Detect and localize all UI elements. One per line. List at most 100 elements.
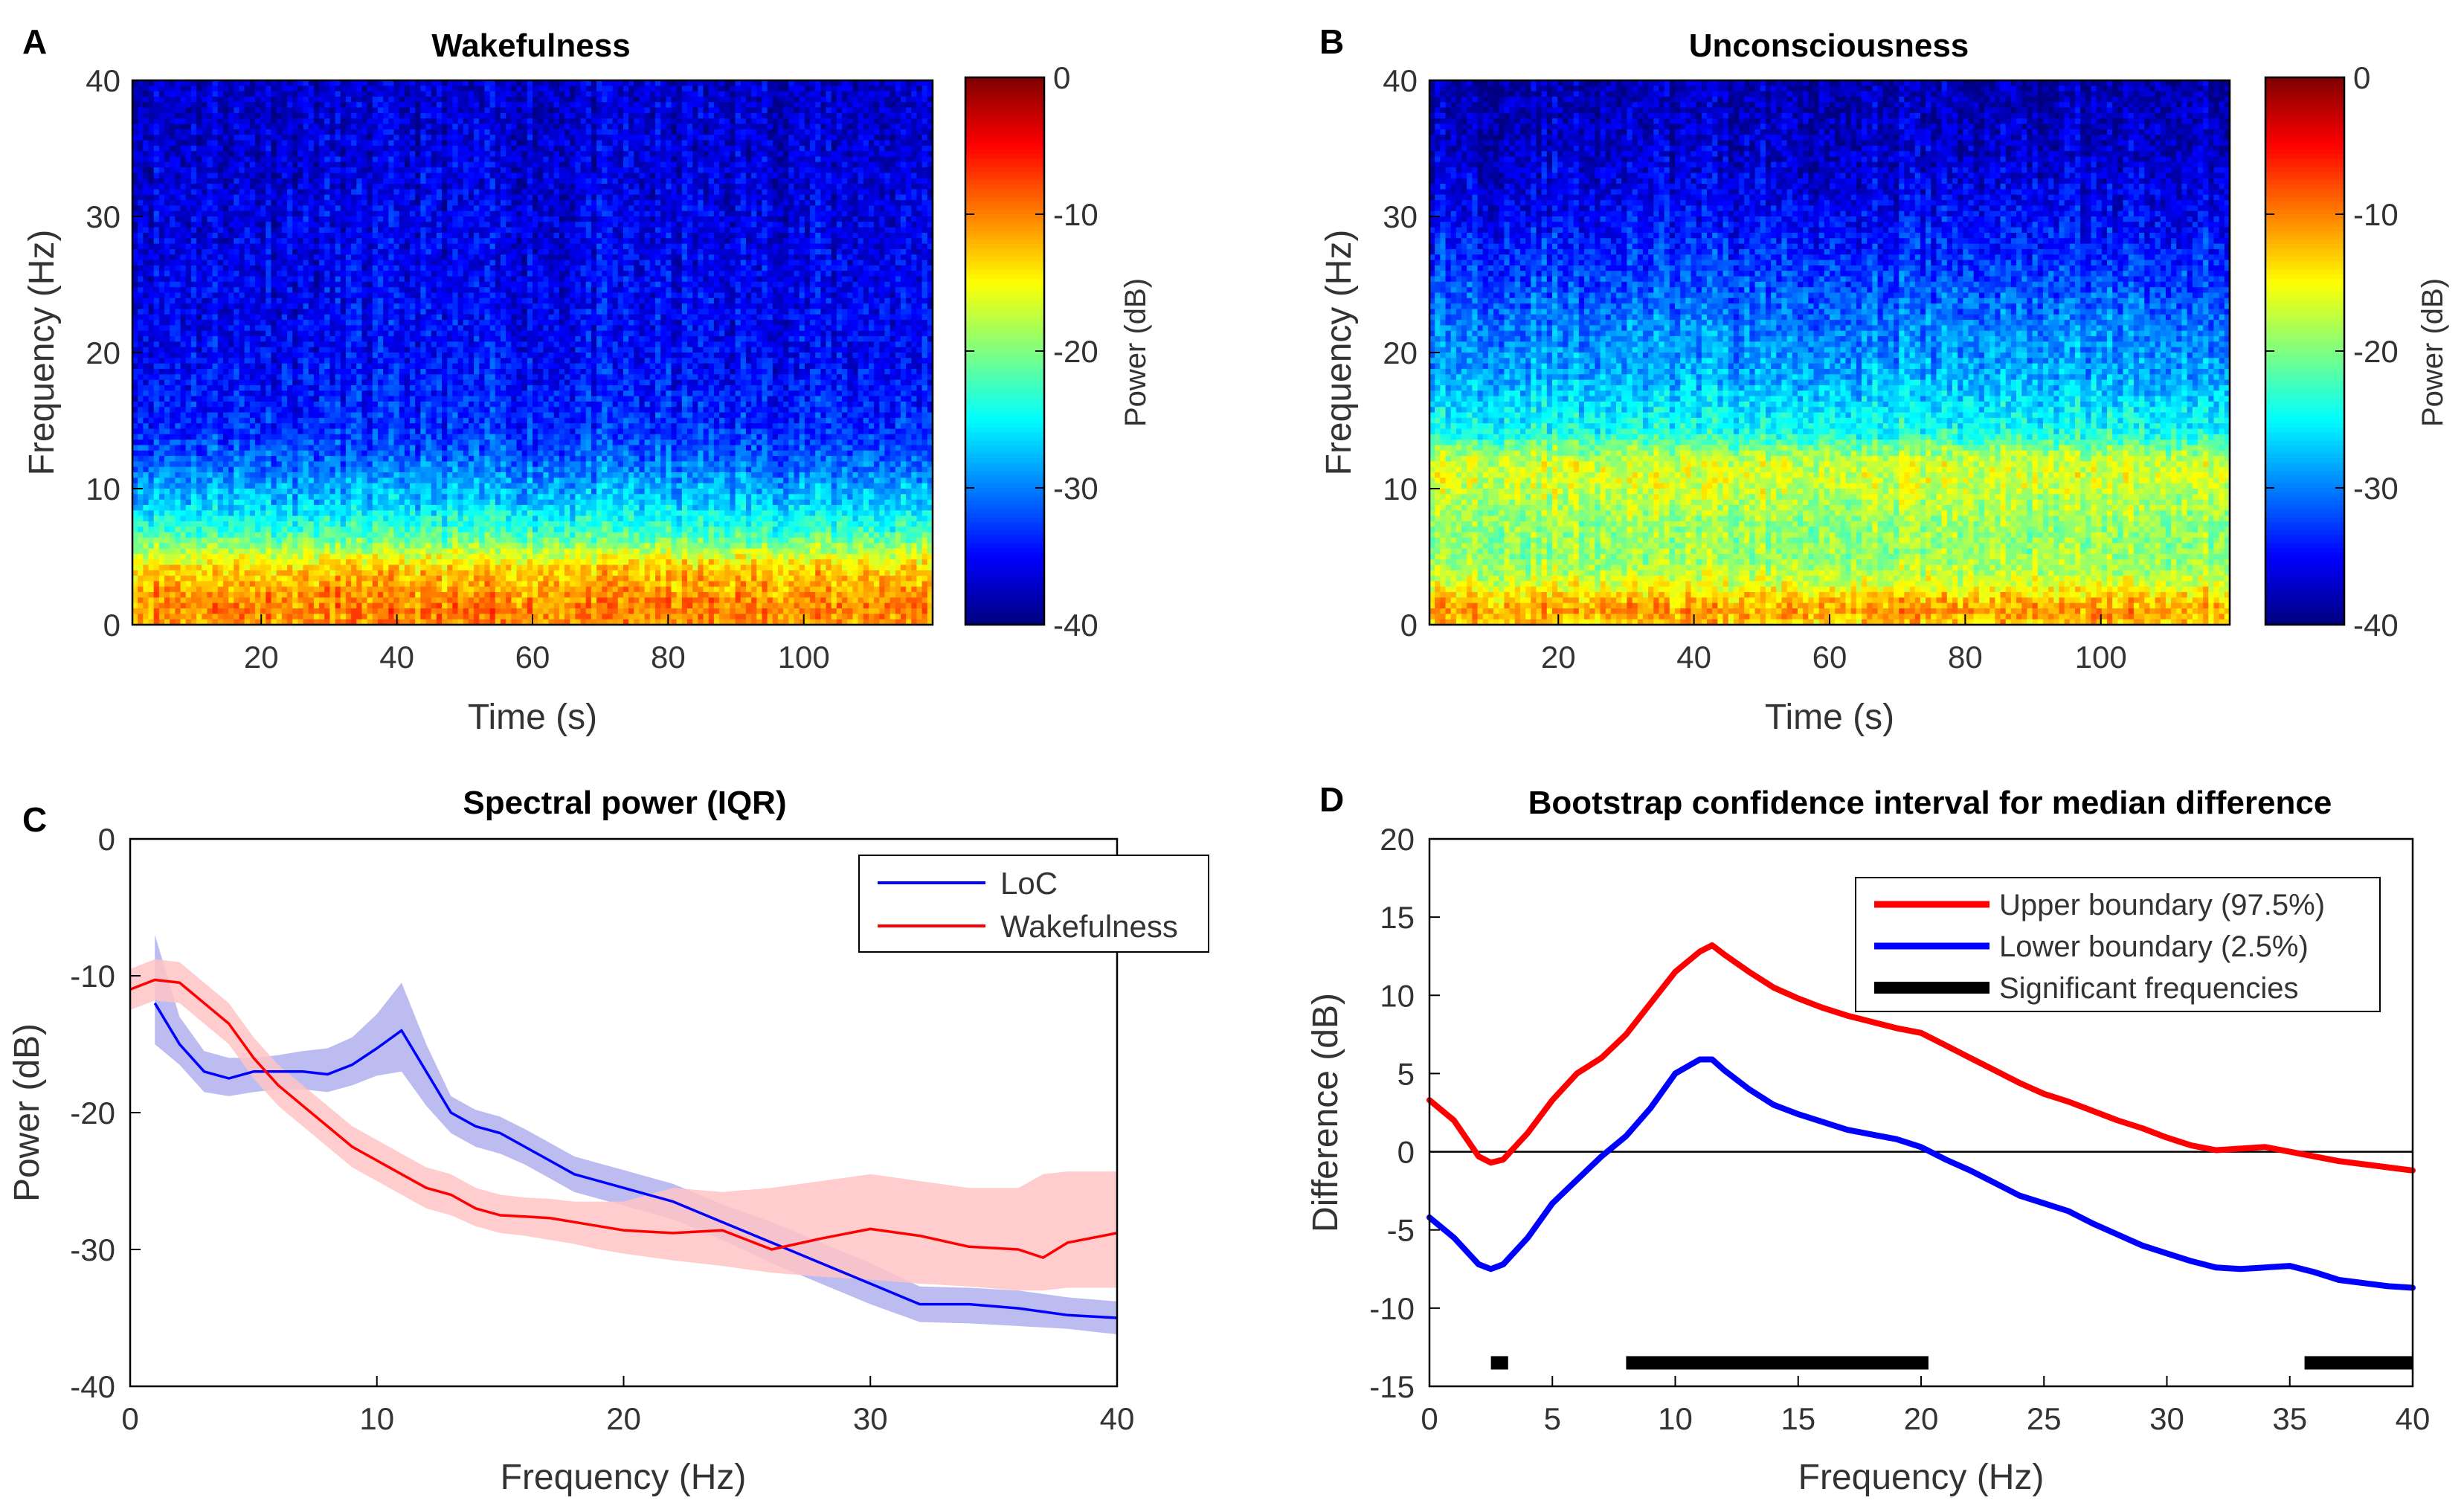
heatmap-cell — [245, 102, 251, 108]
heatmap-cell — [234, 113, 239, 119]
heatmap-cell — [437, 91, 443, 97]
heatmap-cell — [405, 129, 411, 135]
heatmap-cell — [335, 108, 341, 114]
heatmap-cell — [602, 124, 608, 130]
heatmap-cell — [660, 118, 666, 124]
heatmap-cell — [852, 86, 858, 91]
heatmap-cell — [623, 86, 629, 91]
heatmap-cell — [911, 108, 917, 114]
heatmap-cell — [490, 102, 496, 108]
heatmap-cell — [361, 113, 367, 119]
heatmap-cell — [666, 129, 672, 135]
heatmap-cell — [666, 118, 672, 124]
heatmap-cell — [373, 124, 379, 130]
heatmap-cell — [901, 97, 907, 103]
heatmap-cell — [426, 118, 432, 124]
heatmap-cell — [351, 86, 357, 91]
heatmap-cell — [393, 108, 399, 114]
heatmap-cell — [149, 113, 155, 119]
heatmap-cell — [223, 113, 229, 119]
heatmap-cell — [437, 118, 443, 124]
heatmap-cell — [858, 124, 864, 130]
heatmap-cell — [378, 118, 384, 124]
heatmap-cell — [672, 118, 678, 124]
heatmap-cell — [698, 86, 704, 91]
heatmap-cell — [266, 124, 271, 130]
heatmap-cell — [426, 86, 432, 91]
heatmap-cell — [431, 97, 437, 103]
heatmap-cell — [837, 102, 843, 108]
heatmap-cell — [884, 124, 890, 130]
heatmap-cell — [895, 113, 901, 119]
heatmap-cell — [724, 102, 730, 108]
heatmap-cell — [218, 108, 224, 114]
heatmap-cell — [741, 91, 747, 97]
heatmap-cell — [564, 97, 570, 103]
heatmap-cell — [751, 102, 757, 108]
heatmap-cell — [314, 108, 320, 114]
heatmap-cell — [463, 108, 469, 114]
heatmap-cell — [613, 86, 619, 91]
heatmap-cell — [516, 118, 522, 124]
heatmap-cell — [255, 91, 261, 97]
heatmap-cell — [869, 102, 875, 108]
heatmap-cell — [405, 108, 411, 114]
heatmap-cell — [522, 86, 528, 91]
heatmap-cell — [820, 124, 826, 130]
heatmap-cell — [650, 113, 656, 119]
heatmap-cell — [810, 113, 816, 119]
heatmap-cell — [228, 118, 234, 124]
heatmap-cell — [388, 124, 394, 130]
heatmap-cell — [383, 97, 389, 103]
heatmap-cell — [564, 118, 570, 124]
heatmap-cell — [319, 97, 325, 103]
heatmap-cell — [837, 108, 843, 114]
heatmap-cell — [170, 118, 176, 124]
heatmap-cell — [324, 86, 330, 91]
heatmap-cell — [490, 124, 496, 130]
heatmap-cell — [516, 113, 522, 119]
heatmap-cell — [154, 108, 160, 114]
heatmap-cell — [533, 113, 538, 119]
heatmap-cell — [469, 113, 475, 119]
heatmap-cell — [341, 113, 347, 119]
heatmap-cell — [810, 118, 816, 124]
heatmap-cell — [794, 86, 800, 91]
heatmap-cell — [650, 102, 656, 108]
heatmap-cell — [522, 91, 528, 97]
heatmap-cell — [501, 108, 506, 114]
heatmap-cell — [234, 102, 239, 108]
heatmap-cell — [602, 91, 608, 97]
heatmap-cell — [207, 118, 213, 124]
heatmap-cell — [788, 91, 794, 97]
heatmap-cell — [405, 118, 411, 124]
heatmap-cell — [831, 108, 837, 114]
heatmap-cell — [800, 102, 805, 108]
heatmap-cell — [260, 108, 266, 114]
heatmap-cell — [196, 113, 202, 119]
heatmap-cell — [533, 108, 538, 114]
heatmap-cell — [202, 113, 208, 119]
heatmap-cell — [495, 102, 501, 108]
heatmap-cell — [591, 86, 597, 91]
heatmap-cell — [170, 91, 176, 97]
heatmap-cell — [591, 102, 597, 108]
heatmap-cell — [831, 97, 837, 103]
heatmap-cell — [906, 86, 912, 91]
heatmap-cell — [191, 118, 197, 124]
heatmap-cell — [618, 124, 624, 130]
heatmap-cell — [543, 129, 549, 135]
heatmap-cell — [516, 86, 522, 91]
heatmap-cell — [361, 118, 367, 124]
heatmap-cell — [170, 124, 176, 130]
heatmap-cell — [639, 86, 645, 91]
heatmap-cell — [378, 108, 384, 114]
heatmap-cell — [431, 113, 437, 119]
heatmap-cell — [149, 91, 155, 97]
heatmap-cell — [474, 97, 480, 103]
heatmap-cell — [479, 102, 485, 108]
heatmap-cell — [415, 108, 421, 114]
heatmap-cell — [543, 118, 549, 124]
heatmap-cell — [736, 91, 742, 97]
heatmap-cell — [672, 129, 678, 135]
